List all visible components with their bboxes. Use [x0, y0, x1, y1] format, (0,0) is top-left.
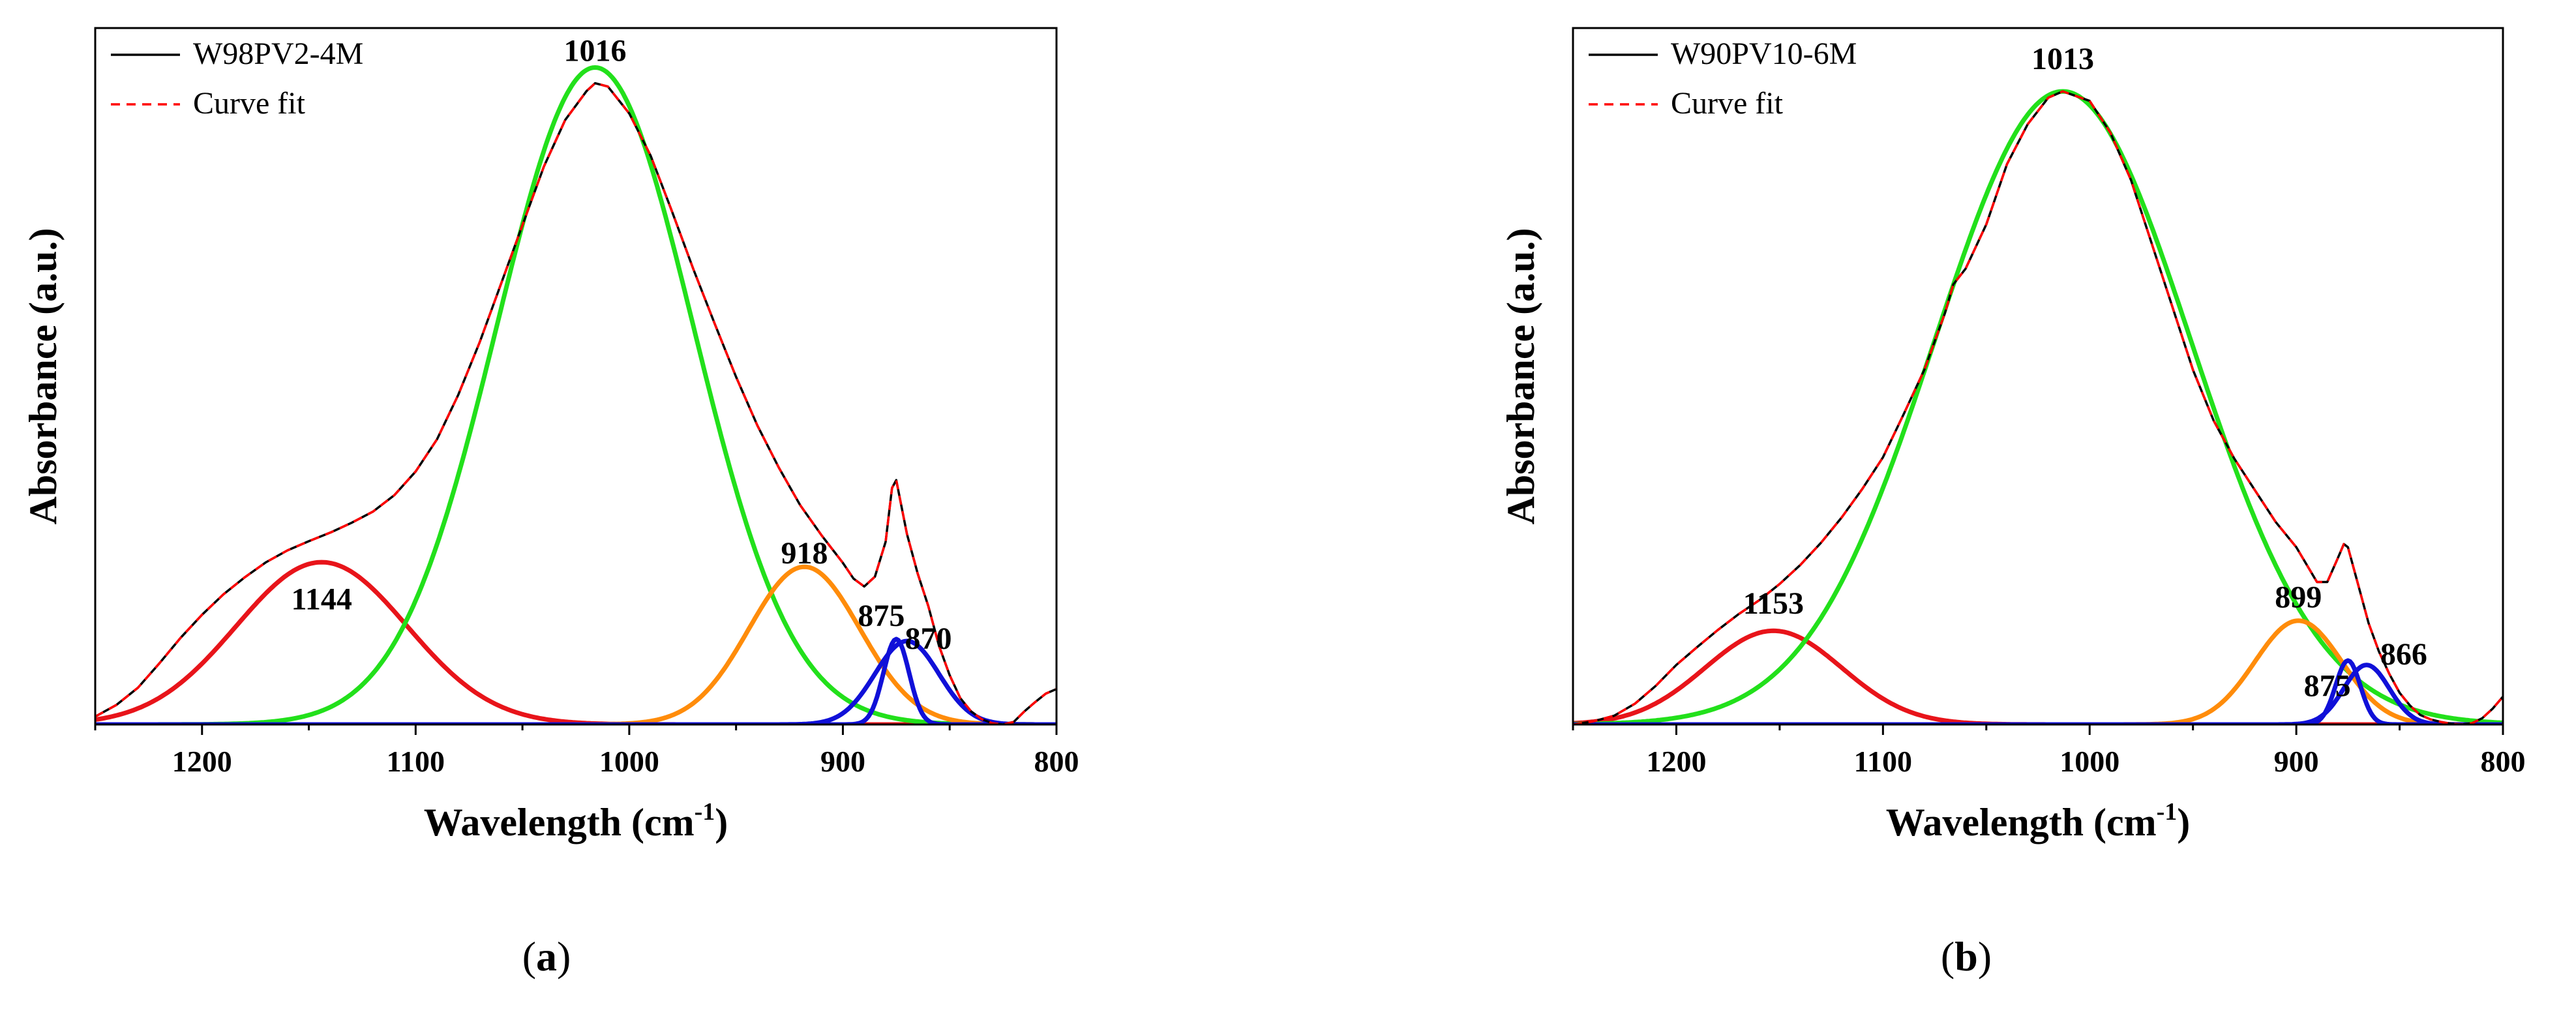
x-tick-label: 1000 — [2059, 745, 2119, 778]
y-axis-title: Absorbance (a.u.) — [22, 228, 65, 524]
peak-label-875: 875 — [2304, 668, 2351, 703]
chart-panel-a: 1200 1100 1000 900 800 Wavelength (cm-1) Absor… — [22, 27, 1079, 979]
x-axis-title-close: ) — [2177, 801, 2190, 844]
plot-area — [1573, 89, 2503, 725]
peak-label-1013: 1013 — [2031, 42, 2094, 76]
x-tick-label: 1200 — [172, 745, 232, 778]
chart-panel-b: 1200 1100 1000 900 800 Wavelength (cm-1) Absor… — [1499, 27, 2526, 979]
series-curve-fit — [1573, 90, 2503, 725]
x-tick-label: 900 — [2274, 745, 2319, 778]
peak-label-918: 918 — [781, 536, 828, 571]
x-axis-title-main: Wavelength (cm — [1886, 801, 2157, 844]
peak-label-1144: 1144 — [292, 582, 352, 617]
legend-label: Curve fit — [193, 86, 306, 121]
series-band-875 — [95, 636, 1056, 725]
peak-label-1016: 1016 — [563, 33, 626, 68]
series-band-899 — [1573, 618, 2503, 725]
series-band-870 — [95, 638, 1056, 725]
panel-label: (a) — [522, 933, 571, 979]
legend-label: Curve fit — [1671, 86, 1784, 121]
panel-letter: a — [536, 933, 557, 979]
series-curve-fit — [95, 82, 1056, 725]
series-band-866 — [1573, 663, 2503, 725]
series-band-875 — [1573, 658, 2503, 725]
x-axis-title-close: ) — [715, 801, 728, 844]
plot-frame — [94, 27, 1058, 726]
x-tick-label: 1000 — [599, 745, 659, 778]
x-axis-title: Wavelength (cm-1) — [424, 798, 728, 844]
legend-label: W90PV10-6M — [1671, 37, 1857, 71]
panel-letter: b — [1954, 933, 1978, 979]
x-tick-label: 1100 — [387, 745, 445, 778]
x-tick-label: 1200 — [1646, 745, 1706, 778]
x-tick-label: 1100 — [1854, 745, 1912, 778]
x-axis-title-sup: -1 — [2157, 798, 2178, 826]
legend-label: W98PV2-4M — [193, 37, 363, 71]
x-tick-label: 800 — [1034, 745, 1079, 778]
peak-label-875: 875 — [858, 599, 905, 633]
x-tick-label: 800 — [2481, 745, 2526, 778]
peak-label-866: 866 — [2380, 637, 2427, 672]
peak-label-899: 899 — [2275, 580, 2322, 614]
plot-frame — [1572, 27, 2504, 726]
x-tick-label: 900 — [820, 745, 865, 778]
x-axis-title-sup: -1 — [695, 798, 715, 826]
peak-label-1153: 1153 — [1743, 586, 1804, 621]
peak-label-870: 870 — [905, 621, 951, 656]
x-axis-title-main: Wavelength (cm — [424, 801, 695, 844]
y-axis-title: Absorbance (a.u.) — [1499, 228, 1542, 524]
x-axis-title: Wavelength (cm-1) — [1886, 798, 2191, 844]
panel-label: (b) — [1941, 933, 1992, 979]
